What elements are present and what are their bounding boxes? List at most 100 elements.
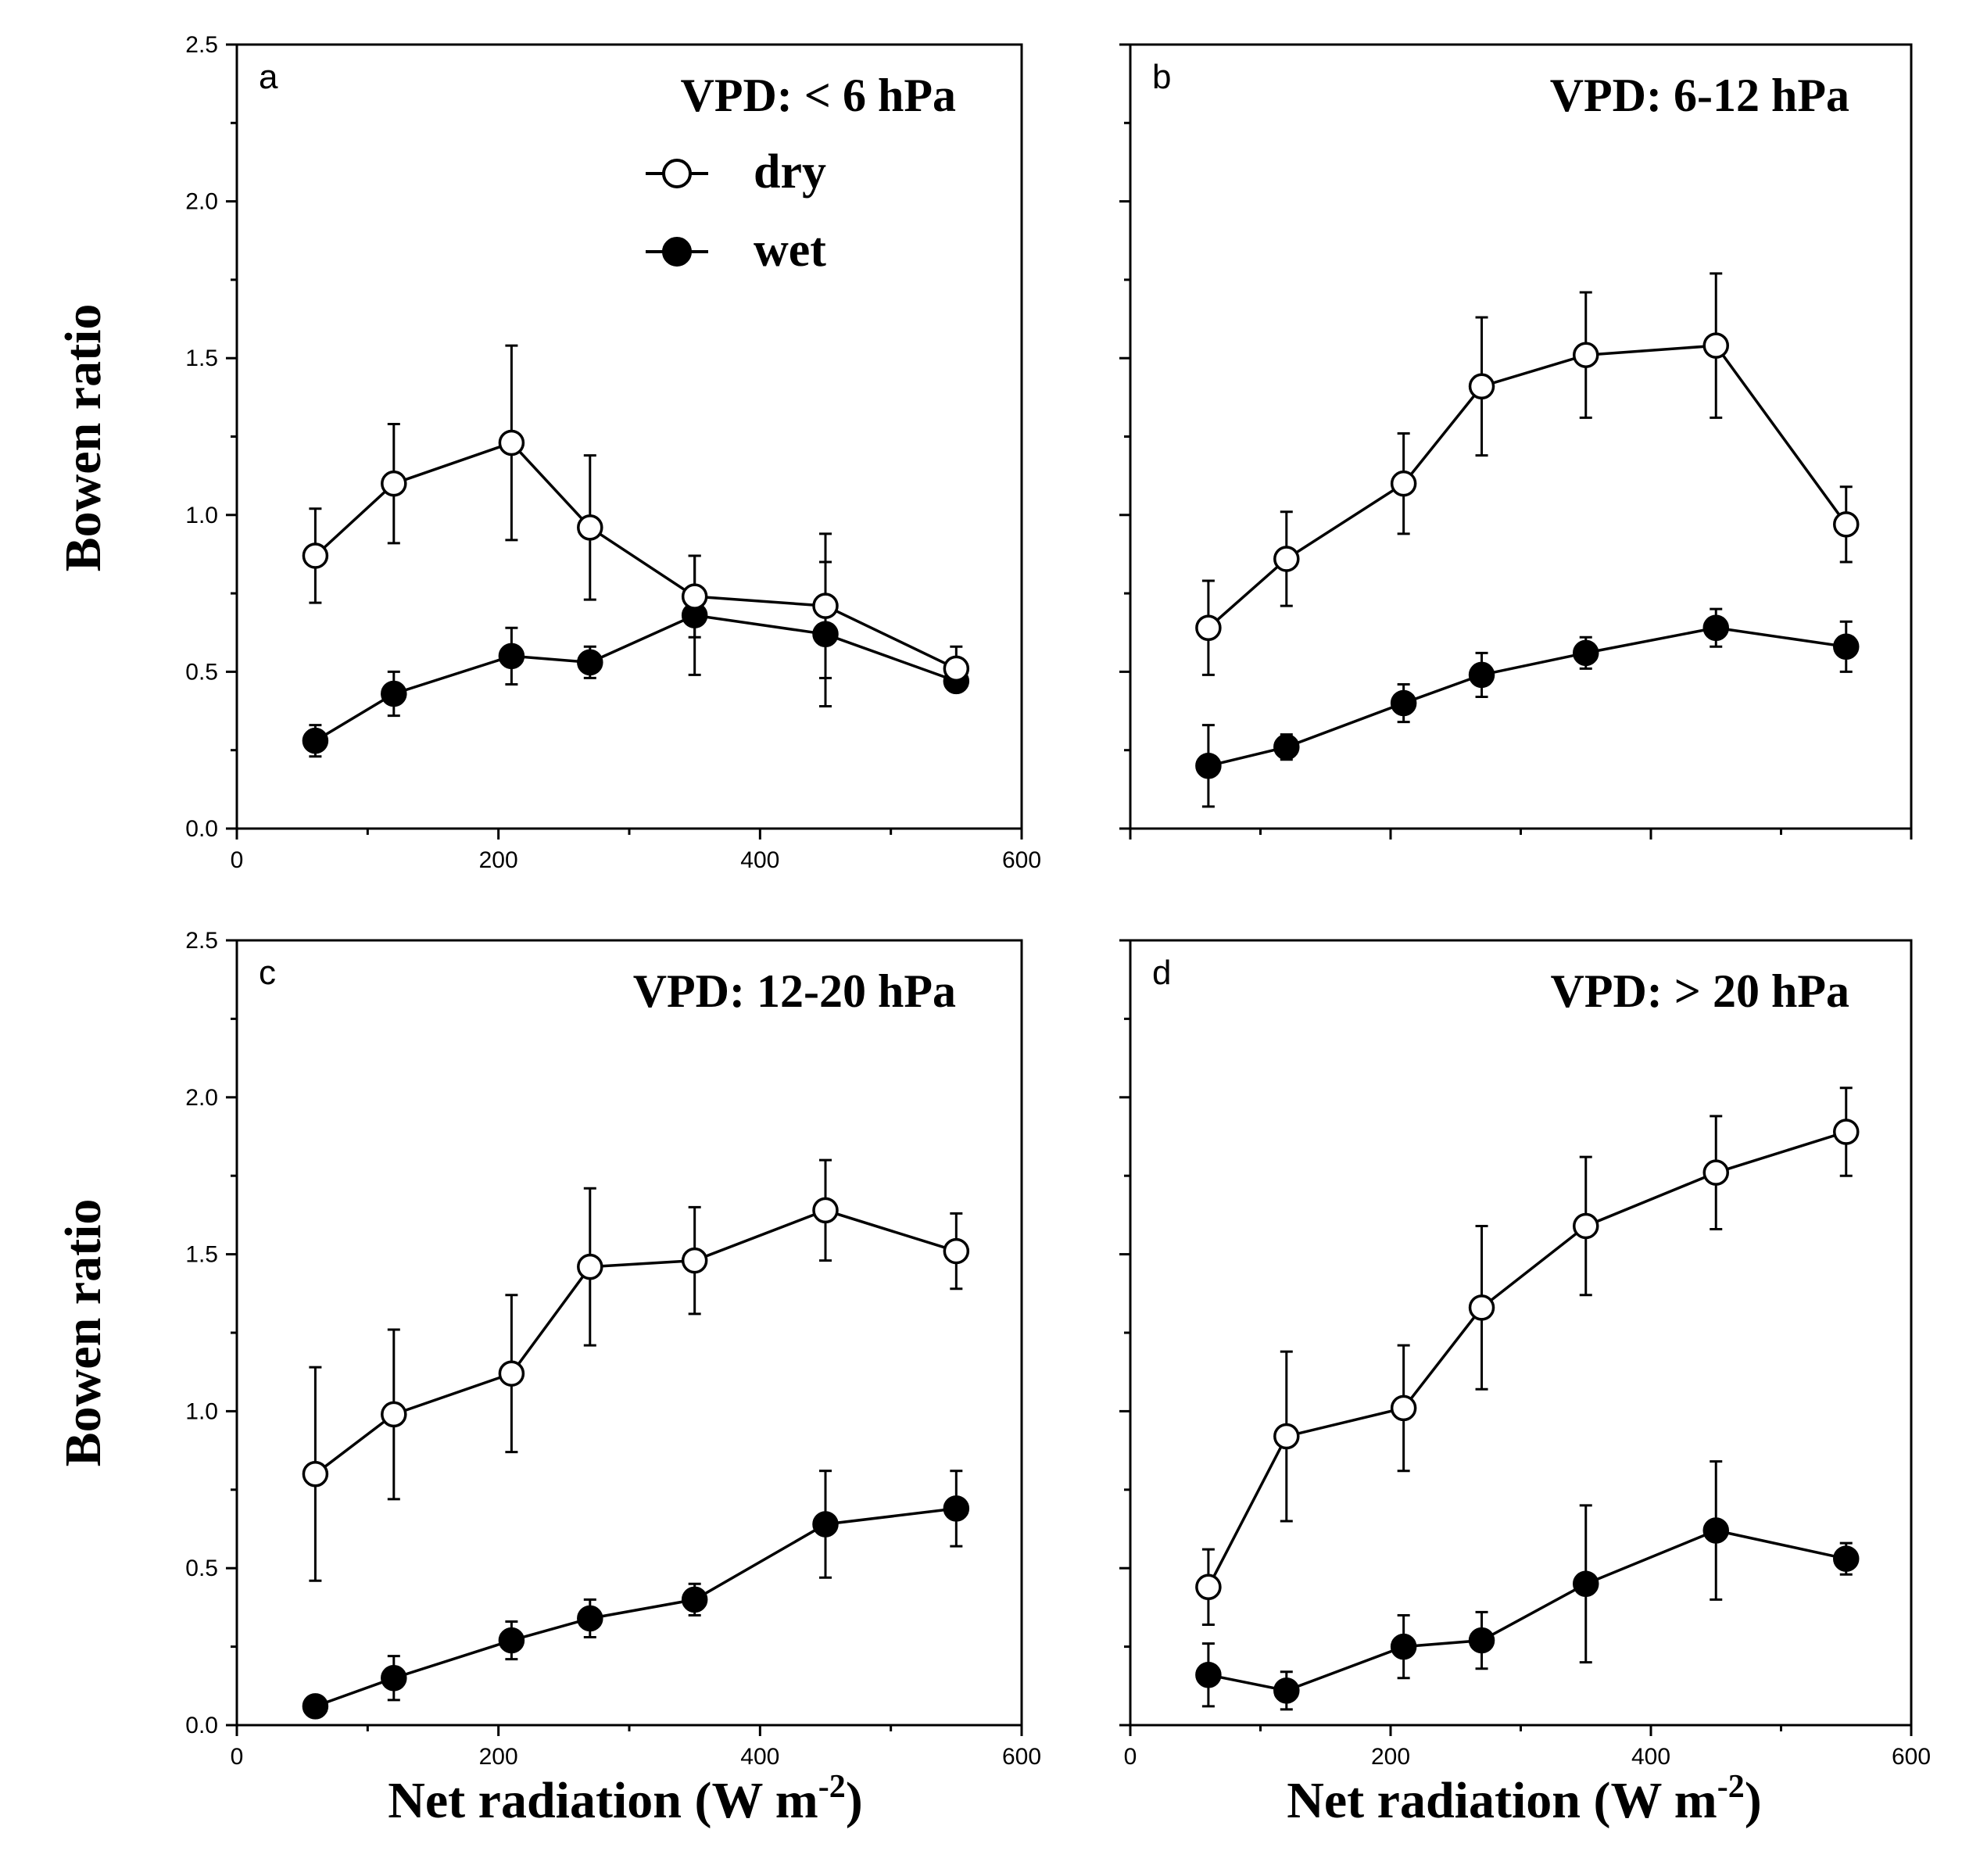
panel-c-ytick-label: 1.0 [185,1398,218,1424]
panel-d-wet-point [1833,1545,1860,1572]
panel-d-xtick-label: 200 [1371,1744,1410,1770]
panel-d-wet-point [1273,1677,1300,1704]
panel-d: 0 200 400 600 d VPD: > 20 hPa [1119,939,1931,1770]
panel-b-frame [1129,43,1913,830]
panel-c-ytick-label: 2.5 [185,928,218,954]
panel-d-wet-point [1468,1627,1495,1654]
panel-a-wet-point [381,680,407,707]
panel-d-dry-point [1833,1119,1860,1145]
panel-b-wet-point [1468,661,1495,689]
panel-c-ytick-label: 2.0 [185,1085,218,1111]
legend-wet-marker [662,237,692,267]
panel-b-dry-point [1468,373,1495,400]
panel-a-dry-point [812,593,839,619]
panel-a-ytick-label: 0.0 [185,816,218,842]
panel-b: b VPD: 6-12 hPa [1119,43,1913,840]
panel-a-wet-point [302,727,329,754]
panel-a: 0.0 0.5 1.0 1.5 2.0 2.5 0 200 400 600 a VPD: < 6 hP… [185,32,1041,873]
panel-b-dry-line [1207,344,1848,629]
legend-dry-marker [662,159,692,188]
panels: 0.0 0.5 1.0 1.5 2.0 2.5 0 200 400 600 a VPD: < 6 hP… [185,32,1931,1770]
panel-b-dry-point [1702,332,1729,359]
panel-d-xtick-label: 600 [1892,1744,1931,1770]
panel-d-dry-point [1573,1212,1599,1240]
panel-c-wet-line [314,1507,957,1708]
x-axis-title-right-main: Net radiation (W m [1287,1772,1717,1829]
panel-b-dry-point [1390,470,1417,497]
legend: dry wet [646,145,826,277]
x-axis-title-right-close: ) [1745,1772,1762,1829]
panel-d-dry-point [1702,1159,1729,1186]
y-axis-title-bottom: Bowen ratio [55,1199,112,1467]
panel-d-letter: d [1152,954,1171,992]
panel-b-dry-point [1833,511,1860,538]
panel-a-wet-point [498,643,525,670]
panel-d-dry-point [1390,1394,1417,1422]
panel-c-dry-point [577,1253,603,1280]
panel-c-ytick-label: 1.5 [185,1242,218,1268]
panel-a-wet-line [314,614,957,743]
panel-c-frame [235,939,1023,1727]
panel-c-wet-point [577,1605,603,1632]
panel-d-dry-point [1468,1294,1495,1321]
x-axis-title-right: Net radiation (W m-2) [1287,1769,1762,1829]
panel-c-dry-point [302,1460,329,1488]
panel-a-dry-point [381,470,407,497]
panel-a-xtick-label: 600 [1002,847,1041,873]
panel-c-xtick-label: 200 [479,1744,518,1770]
panel-d-wet-point [1702,1517,1729,1544]
panel-d-xtick-label: 0 [1124,1744,1137,1770]
panel-c-wet-point [302,1693,329,1720]
panel-b-dry-point [1573,342,1599,368]
panel-b-wet-point [1273,733,1300,761]
panel-a-ytick-label: 1.5 [185,345,218,371]
panel-b-letter: b [1152,58,1171,96]
legend-dry-label: dry [754,145,826,199]
panel-c-wet-point [498,1627,525,1654]
panel-d-dry-point [1195,1573,1222,1601]
panel-b-wet-point [1573,639,1599,667]
panel-c-title: VPD: 12-20 hPa [633,965,956,1017]
x-axis-title-right-sup: -2 [1717,1769,1745,1805]
panel-c-ytick-label: 0.0 [185,1713,218,1738]
panel-a-title: VPD: < 6 hPa [681,70,957,121]
panel-d-wet-point [1573,1570,1599,1598]
x-axis-title-left: Net radiation (W m-2) [388,1769,863,1829]
panel-a-dry-point [498,429,525,456]
panel-b-wet-point [1702,614,1729,641]
panel-c-letter: c [259,954,276,992]
panel-c-wet-point [943,1495,970,1522]
panel-a-letter: a [259,58,278,96]
panel-c-wet-point [812,1511,839,1538]
panel-d-dry-line [1207,1130,1847,1588]
panel-a-ytick-label: 2.0 [185,189,218,215]
panel-a-xtick-label: 0 [231,847,244,873]
panel-b-wet-point [1833,633,1860,661]
panel-a-dry-point [943,655,970,682]
panel-b-wet-point [1195,753,1222,779]
panel-c-dry-point [943,1237,970,1265]
panel-a-dry-point [577,514,603,541]
panel-c: 0.0 0.5 1.0 1.5 2.0 2.5 0 200 400 600 c VPD: 12-20 … [185,928,1041,1770]
panel-a-ytick-label: 0.5 [185,659,218,685]
panel-a-ytick-label: 2.5 [185,32,218,58]
panel-c-dry-point [381,1401,407,1428]
x-axis-title-left-sup: -2 [818,1769,846,1805]
panel-c-dry-point [498,1360,525,1387]
panel-a-dry-point [302,542,329,569]
panel-a-wet-point [577,649,603,676]
panel-d-xtick-label: 400 [1631,1744,1670,1770]
x-axis-title-left-close: ) [846,1772,863,1829]
panel-d-wet-point [1390,1633,1417,1660]
panel-d-frame [1129,939,1913,1727]
panel-c-ytick-label: 0.5 [185,1556,218,1581]
panel-d-wet-point [1195,1661,1222,1688]
panel-b-dry-point [1195,614,1222,641]
panel-a-xtick-label: 200 [479,847,518,873]
panel-a-dry-line [314,441,958,670]
x-axis-title-left-main: Net radiation (W m [388,1772,818,1829]
panel-c-xtick-label: 400 [740,1744,779,1770]
panel-a-wet-point [812,621,839,648]
panel-d-dry-point [1273,1423,1300,1450]
